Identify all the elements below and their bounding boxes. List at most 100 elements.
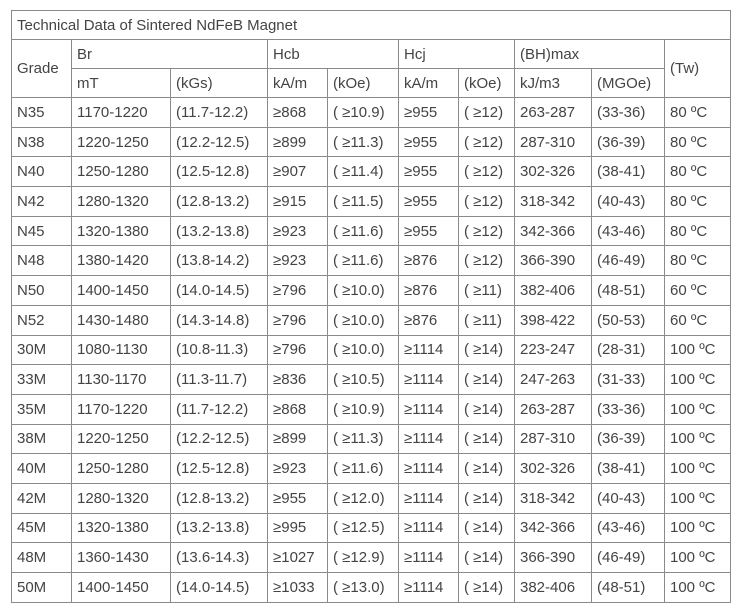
value-cell: (43-46) bbox=[591, 215, 665, 247]
unit-cell: kJ/m3 bbox=[514, 68, 592, 98]
value-cell: (12.5-12.8) bbox=[170, 156, 268, 188]
header-cell: Grade bbox=[11, 39, 72, 98]
value-cell: (36-39) bbox=[591, 423, 665, 455]
value-cell: ≥836 bbox=[267, 364, 328, 395]
value-cell: ( ≥14) bbox=[458, 393, 515, 425]
value-cell: ( ≥14) bbox=[458, 512, 515, 544]
header-row: Grade Br Hcb Hcj (BH)max (Tw) bbox=[11, 39, 732, 98]
data-row: N42 1280-1320 (12.8-13.2) ≥915( ≥11.5) ≥955(… bbox=[11, 186, 732, 217]
value-cell: (12.8-13.2) bbox=[170, 482, 268, 514]
value-cell: ( ≥11) bbox=[458, 304, 515, 336]
value-cell: (38-41) bbox=[591, 156, 665, 188]
data-row: 35M 1170-1220 (11.7-12.2) ≥868( ≥10.9) ≥1114… bbox=[11, 393, 732, 425]
value-cell: ≥955 bbox=[398, 186, 459, 217]
value-cell: 80 ºC bbox=[663, 186, 732, 217]
table-title: Technical Data of Sintered NdFeB Magnet bbox=[10, 10, 732, 40]
value-cell: ( ≥11.4) bbox=[327, 156, 399, 188]
data-row: N38 1220-1250 (12.2-12.5) ≥899( ≥11.3) ≥955(… bbox=[11, 126, 732, 158]
value-cell: ≥907 bbox=[267, 156, 328, 188]
value-cell: (14.3-14.8) bbox=[170, 304, 268, 336]
grade-cell: N45 bbox=[11, 215, 72, 247]
value-cell: ( ≥12.0) bbox=[327, 482, 399, 514]
data-row: 38M 1220-1250 (12.2-12.5) ≥899( ≥11.3) ≥1114… bbox=[11, 423, 732, 455]
grade-cell: 50M bbox=[11, 572, 72, 603]
value-cell: ≥1027 bbox=[267, 542, 328, 573]
value-cell: ≥1033 bbox=[267, 572, 328, 603]
value-cell: 366-390 bbox=[514, 245, 592, 277]
value-cell: ( ≥14) bbox=[458, 572, 515, 603]
value-cell: 80 ºC bbox=[663, 245, 732, 277]
unit-row: mT (kGs) kA/m (kOe) kA/m (kOe) kJ/m3 (MGOe) bbox=[12, 68, 731, 98]
value-cell: ( ≥14) bbox=[458, 423, 515, 455]
value-cell: ≥868 bbox=[267, 393, 328, 425]
value-cell: (12.2-12.5) bbox=[170, 423, 268, 455]
title-row: Technical Data of Sintered NdFeB Magnet bbox=[10, 10, 732, 40]
value-cell: 100 ºC bbox=[663, 423, 732, 455]
data-row: 45M 1320-1380 (13.2-13.8) ≥995( ≥12.5) ≥1114… bbox=[11, 512, 732, 544]
value-cell: (40-43) bbox=[591, 482, 665, 514]
value-cell: 1430-1480 bbox=[71, 304, 171, 336]
value-cell: ≥876 bbox=[398, 275, 459, 306]
data-row: N40 1250-1280 (12.5-12.8) ≥907( ≥11.4) ≥955 (… bbox=[11, 156, 732, 188]
value-cell: 100 ºC bbox=[663, 393, 732, 425]
value-cell: ( ≥10.0) bbox=[327, 275, 399, 306]
value-cell: 318-342 bbox=[514, 482, 592, 514]
data-row: 48M 1360-1430 (13.6-14.3) ≥1027( ≥12.9) ≥111… bbox=[11, 542, 732, 573]
value-cell: 398-422 bbox=[514, 304, 592, 336]
value-cell: 1170-1220 bbox=[71, 393, 171, 425]
value-cell: (28-31) bbox=[591, 334, 665, 366]
value-cell: 1400-1450 bbox=[71, 275, 171, 306]
value-cell: 1360-1430 bbox=[71, 542, 171, 573]
value-cell: 1250-1280 bbox=[71, 156, 171, 188]
unit-cell: kA/m bbox=[267, 68, 328, 98]
unit-cell: (kGs) bbox=[170, 68, 268, 98]
unit-cell: (kOe) bbox=[458, 68, 515, 98]
value-cell: ( ≥12) bbox=[458, 215, 515, 247]
data-row: 42M 1280-1320 (12.8-13.2) ≥955( ≥12.0) ≥1114… bbox=[11, 482, 732, 514]
value-cell: 302-326 bbox=[514, 156, 592, 188]
value-cell: ( ≥12.5) bbox=[327, 512, 399, 544]
value-cell: ≥955 bbox=[267, 482, 328, 514]
value-cell: (11.3-11.7) bbox=[170, 364, 268, 395]
value-cell: ( ≥11.6) bbox=[327, 245, 399, 277]
grade-cell: N42 bbox=[11, 186, 72, 217]
grade-cell: 40M bbox=[11, 453, 72, 484]
value-cell: ≥955 bbox=[398, 215, 459, 247]
value-cell: 318-342 bbox=[514, 186, 592, 217]
value-cell: 1130-1170 bbox=[71, 364, 171, 395]
value-cell: (11.7-12.2) bbox=[170, 393, 268, 425]
value-cell: ≥923 bbox=[267, 245, 328, 277]
value-cell: 302-326 bbox=[514, 453, 592, 484]
value-cell: 100 ºC bbox=[663, 512, 732, 544]
value-cell: ( ≥12) bbox=[458, 245, 515, 277]
value-cell: ≥955 bbox=[398, 156, 459, 188]
value-cell: ≥995 bbox=[267, 512, 328, 544]
value-cell: ( ≥12) bbox=[458, 186, 515, 217]
value-cell: 1320-1380 bbox=[71, 215, 171, 247]
value-cell: (13.6-14.3) bbox=[170, 542, 268, 573]
value-cell: ( ≥10.9) bbox=[327, 97, 399, 128]
data-row: N52 1430-1480 (14.3-14.8) ≥796( ≥10.0) ≥876(… bbox=[11, 304, 732, 336]
value-cell: 60 ºC bbox=[663, 275, 732, 306]
value-cell: ( ≥10.0) bbox=[327, 334, 399, 366]
value-cell: 60 ºC bbox=[663, 304, 732, 336]
value-cell: (12.5-12.8) bbox=[170, 453, 268, 484]
value-cell: (38-41) bbox=[591, 453, 665, 484]
value-cell: ( ≥12) bbox=[458, 126, 515, 158]
grade-cell: 33M bbox=[11, 364, 72, 395]
value-cell: (43-46) bbox=[591, 512, 665, 544]
grade-cell: N40 bbox=[11, 156, 72, 188]
header-cell: Hcb bbox=[267, 39, 399, 69]
value-cell: ≥796 bbox=[267, 304, 328, 336]
value-cell: ( ≥11.3) bbox=[327, 126, 399, 158]
header-cell: (Tw) bbox=[663, 39, 732, 98]
value-cell: (14.0-14.5) bbox=[170, 275, 268, 306]
value-cell: 1280-1320 bbox=[71, 186, 171, 217]
value-cell: 80 ºC bbox=[663, 126, 732, 158]
grade-cell: 45M bbox=[11, 512, 72, 544]
value-cell: ( ≥11.5) bbox=[327, 186, 399, 217]
value-cell: (31-33) bbox=[591, 364, 665, 395]
value-cell: ( ≥11.6) bbox=[327, 215, 399, 247]
header-cell: Hcj bbox=[398, 39, 515, 69]
value-cell: ( ≥11.6) bbox=[327, 453, 399, 484]
